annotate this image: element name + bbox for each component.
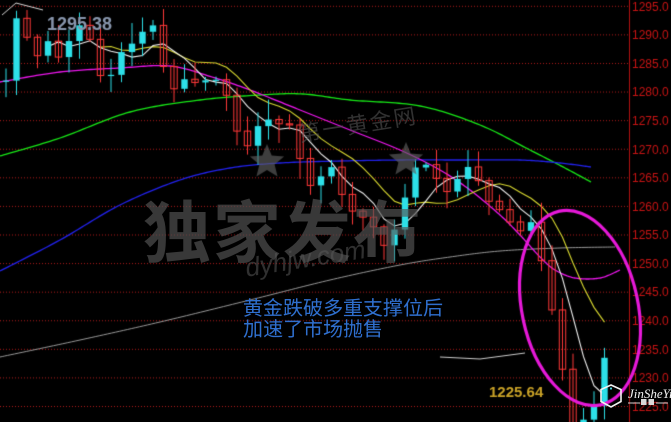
svg-text:JinSheYi: JinSheYi xyxy=(628,386,671,401)
